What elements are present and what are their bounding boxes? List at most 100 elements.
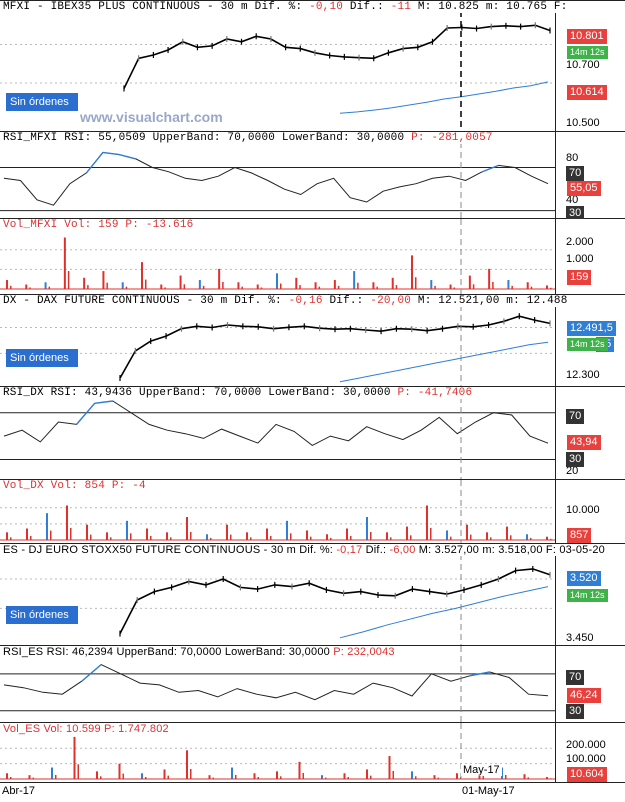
rsi-mfxi-axis: 80 70 55,05 40 30: [555, 132, 625, 219]
vol-mfxi-volume-bar: [453, 287, 456, 289]
vol-dx-volume-bar: [166, 532, 168, 540]
vol-es-value-tag: 10.604: [567, 767, 607, 782]
dx-header-rest: M: 12.521,00 m: 12.488: [411, 295, 568, 307]
vol-mfxi-volume-bar: [411, 255, 413, 289]
vol-mfxi-volume-bar: [222, 281, 224, 289]
vol-mfxi-volume-bar: [472, 284, 475, 289]
rsi-dx-axis: 70 43,94 30 20: [555, 387, 625, 480]
vol-es-volume-bar: [505, 774, 507, 779]
vol-dx-volume-bar: [490, 537, 492, 540]
vol-mfxi-volume-bar: [449, 284, 452, 289]
vol-es-tick-label: 200.000: [566, 739, 606, 751]
vol-dx-volume-bar: [226, 524, 228, 540]
vol-es-tick-label: 100.000: [566, 753, 606, 765]
rsi-mfxi-rsi-overbought: [85, 152, 104, 174]
mfxi-tick-label: 10.500: [566, 117, 600, 129]
vol-dx-tick-label: 10.000: [566, 504, 600, 516]
vol-mfxi-volume-bar: [106, 282, 108, 289]
vol-dx-volume-bar: [426, 505, 428, 540]
es-header-rest: M: 3.527,00 m: 3.518,00 F: 03-05-20: [415, 544, 605, 556]
es-header-mid: Dif.:: [362, 544, 390, 556]
vol-dx-plot[interactable]: [0, 480, 555, 544]
dx-no-orders-button[interactable]: Sin órdenes: [6, 349, 78, 367]
vol-dx-volume-bar: [10, 537, 12, 540]
rsi-mfxi-header: RSI_MFXI RSI: 55,0509 UpperBand: 70,0000…: [3, 132, 493, 144]
rsi-es-lower-tag: 30: [566, 704, 585, 719]
vol-dx-volume-bar: [470, 534, 472, 540]
vol-es-p-value: P: 1.747.802: [104, 723, 169, 735]
rsi-mfxi-rsi-overbought: [481, 164, 499, 173]
vol-dx-volume-bar: [466, 524, 468, 540]
vol-dx-volume-bar: [246, 532, 248, 540]
dx-tick-label: 12.300: [566, 369, 600, 381]
vol-mfxi-volume-bar: [125, 286, 128, 289]
vol-dx-volume-bar: [50, 530, 52, 540]
vol-dx-volume-bar: [286, 520, 288, 540]
vol-mfxi-volume-bar: [395, 285, 398, 289]
mfxi-trend-tag: 10.614: [567, 85, 607, 100]
vol-es-header-text: Vol_ES Vol: 10.599: [3, 723, 105, 735]
es-price-axis: 3.520 14m 12s 3.450: [555, 544, 625, 646]
vol-dx-volume-bar: [170, 537, 172, 540]
mfxi-plot[interactable]: [0, 1, 555, 132]
vol-es-volume-bar: [456, 773, 458, 779]
rsi-dx-rsi-overbought: [76, 402, 96, 425]
vol-mfxi-volume-bar: [164, 287, 166, 289]
vol-es-volume-bar: [321, 775, 323, 779]
vol-es-volume-bar: [392, 770, 394, 779]
rsi-dx-rsi-overbought: [94, 400, 113, 405]
dx-price-panel: DX - DAX FUTURE CONTINUOUS - 30 m Dif. %…: [0, 294, 625, 387]
rsi-mfxi-plot[interactable]: [0, 132, 555, 219]
rsi-mfxi-rsi-overbought: [119, 153, 137, 160]
vol-mfxi-volume-bar: [102, 271, 105, 289]
vol-dx-volume-bar: [130, 533, 132, 540]
vol-dx-axis: 10.000 857: [555, 480, 625, 544]
rsi-es-plot[interactable]: [0, 646, 555, 723]
mfxi-no-orders-button[interactable]: Sin órdenes: [6, 93, 78, 111]
vol-dx-volume-bar: [66, 505, 68, 540]
vol-mfxi-volume-bar: [337, 285, 340, 289]
vol-dx-volume-bar: [86, 524, 88, 540]
rsi-mfxi-upper-tag: 70: [566, 166, 585, 181]
rsi-mfxi-rsi-series: [3, 151, 549, 206]
rsi-dx-lower-tag: 30: [566, 452, 585, 467]
vol-mfxi-volume-bar: [372, 282, 375, 289]
vol-es-volume-bar: [257, 776, 259, 779]
vol-dx-volume-bar: [310, 536, 312, 540]
vol-mfxi-volume-bar: [87, 285, 89, 289]
rsi-dx-plot[interactable]: [0, 387, 555, 480]
rsi-mfxi-p-value: P: -281,0057: [411, 132, 493, 144]
vol-mfxi-volume-bar: [29, 287, 31, 289]
vol-es-volume-bar: [415, 776, 417, 779]
vol-dx-volume-bar: [546, 536, 548, 540]
vol-dx-volume-bar: [350, 535, 352, 540]
rsi-mfxi-rsi-overbought: [102, 151, 120, 156]
vol-mfxi-plot[interactable]: [0, 219, 555, 295]
vol-dx-volume-bar: [450, 536, 452, 540]
vol-mfxi-volume-bar: [141, 262, 143, 289]
vol-es-volume-bar: [145, 776, 147, 779]
vol-es-volume-bar: [167, 775, 169, 779]
vol-dx-header: Vol_DX Vol: 854 P: -4: [3, 480, 146, 492]
dx-plot[interactable]: [0, 295, 555, 387]
es-no-orders-button[interactable]: Sin órdenes: [6, 606, 78, 624]
vol-es-volume-bar: [231, 767, 233, 779]
vol-dx-volume-bar: [150, 535, 152, 540]
mfxi-last-price-tag: 10.801: [567, 29, 607, 44]
vol-es-volume-bar: [100, 776, 102, 779]
vol-mfxi-volume-bar: [48, 286, 51, 289]
es-dif-pct: -0,17: [336, 544, 363, 556]
vol-mfxi-volume-bar: [353, 271, 356, 289]
vol-mfxi-volume-bar: [237, 282, 240, 289]
vol-es-volume-bar: [388, 756, 391, 779]
es-plot[interactable]: [0, 544, 555, 646]
rsi-es-axis: 70 46,24 30: [555, 646, 625, 723]
vol-es-volume-bar: [10, 776, 12, 779]
dx-trend-line: [339, 341, 549, 383]
vol-dx-volume-bar: [446, 530, 448, 540]
vol-es-volume-bar: [433, 775, 436, 779]
mfxi-tick-label: 10.700: [566, 59, 600, 71]
dx-price-axis: 12.491,5 15 14m 12s 12.300: [555, 295, 625, 387]
vol-mfxi-volume-bar: [10, 285, 12, 289]
rsi-es-header: RSI_ES RSI: 46,2394 UpperBand: 70,0000 L…: [3, 646, 395, 658]
